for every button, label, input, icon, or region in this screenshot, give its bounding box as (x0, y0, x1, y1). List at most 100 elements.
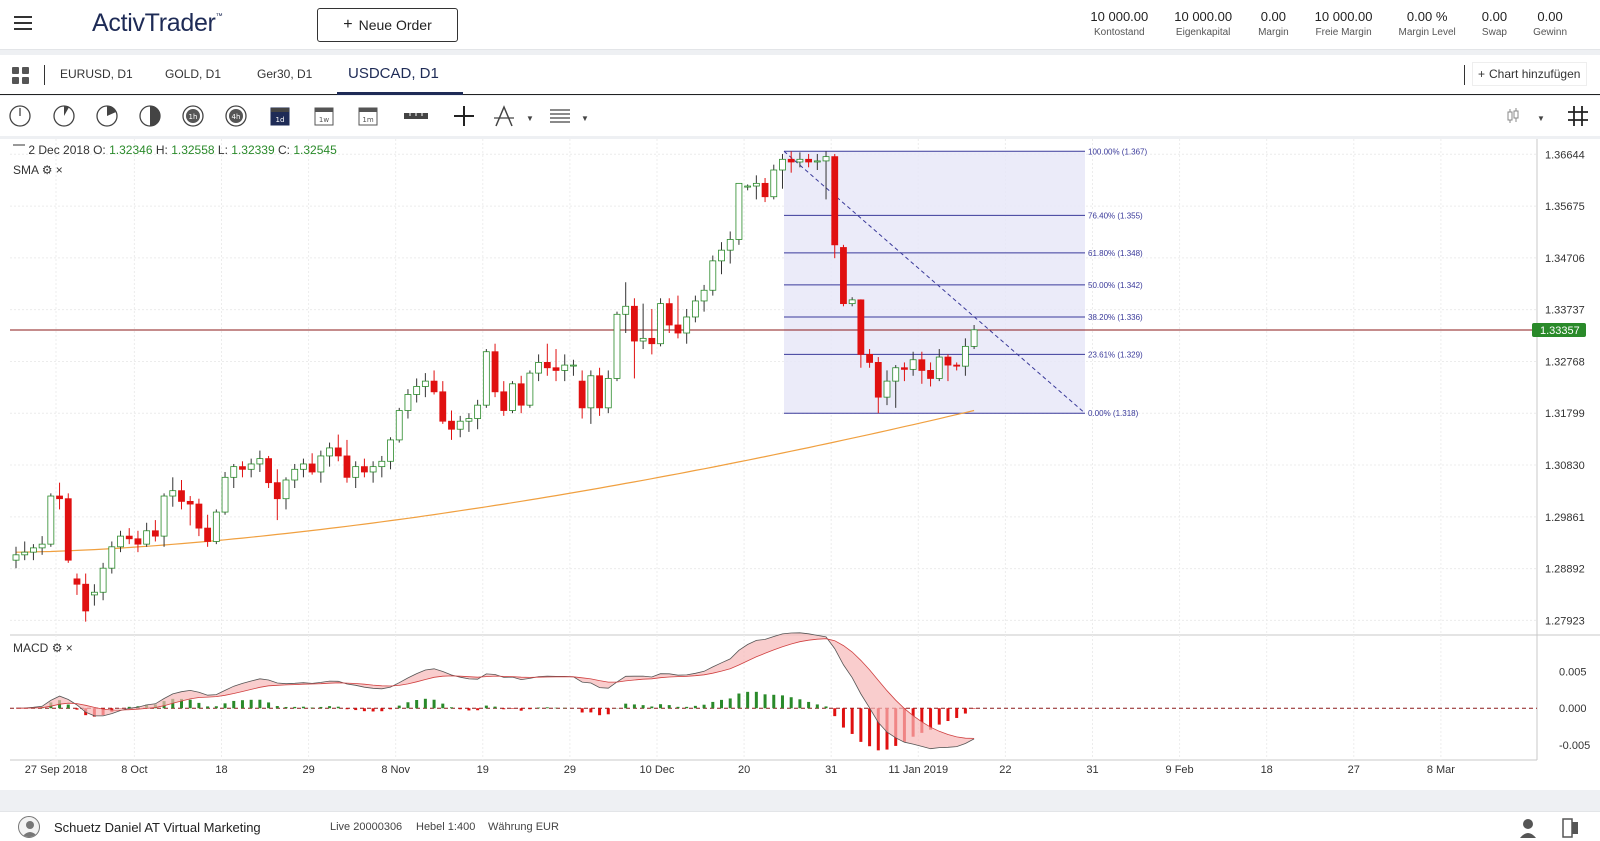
time-tick-label: 29 (564, 764, 576, 776)
ohlc-open-label: O: (93, 143, 106, 157)
chevron-down-icon[interactable]: ▼ (526, 114, 534, 123)
candle (186, 496, 194, 526)
candle (744, 184, 752, 191)
candle (64, 493, 72, 563)
candle (195, 498, 203, 537)
stat-kontostand: 10 000.00 Kontostand (1090, 9, 1149, 38)
candle-body (21, 551, 29, 556)
candle (822, 151, 830, 200)
candle (770, 164, 778, 200)
candle-body (230, 466, 238, 478)
timeframe-4h-icon[interactable]: 4h (224, 104, 248, 128)
candle-body (848, 299, 856, 305)
candle (874, 357, 882, 414)
candle-body (779, 158, 786, 171)
clock-icon[interactable] (8, 104, 32, 128)
layout-grid-icon[interactable] (12, 67, 29, 84)
candle-body (535, 362, 542, 374)
price-chart[interactable]: 1.36644 1.35675 1.34706 1.33737 1.32768 1.317… (0, 139, 1600, 790)
close-icon[interactable]: × (65, 641, 73, 655)
candle (718, 242, 725, 275)
candle-body (648, 337, 656, 345)
candle (892, 365, 900, 408)
chevron-down-icon[interactable]: ▼ (581, 114, 589, 123)
candle (21, 541, 29, 561)
price-tick-label: 1.28892 (1545, 564, 1585, 576)
candle-body (909, 359, 917, 370)
candle (404, 389, 412, 419)
candle-type-icon[interactable] (1504, 104, 1522, 128)
grid-icon[interactable] (1566, 104, 1590, 128)
menu-icon[interactable] (14, 16, 32, 30)
tab-gold[interactable]: GOLD, D1 (165, 67, 222, 81)
candle (38, 536, 46, 555)
close-icon[interactable]: × (55, 163, 63, 177)
status-bar: Schuetz Daniel AT Virtual Marketing Live… (0, 811, 1600, 841)
stat-gewinn: 0.00 Gewinn (1533, 9, 1567, 38)
candle-body (12, 554, 20, 561)
calendar-1m-icon[interactable]: 1m (356, 104, 380, 128)
ohlc-marker: ⎺ (13, 143, 26, 157)
svg-text:1h: 1h (189, 113, 198, 121)
tab-eurusd[interactable]: EURUSD, D1 (60, 67, 133, 81)
candle (805, 153, 813, 168)
chevron-down-icon[interactable]: ▼ (1537, 114, 1545, 123)
avatar[interactable] (18, 816, 40, 838)
candle (927, 362, 934, 387)
drawing-tool-icon[interactable] (492, 104, 516, 128)
add-chart-button[interactable]: + Chart hinzufügen (1472, 62, 1587, 86)
candle (866, 349, 873, 368)
support-agent-icon[interactable] (1517, 817, 1539, 839)
settings-icon[interactable]: ⚙ (51, 641, 63, 655)
candle (212, 509, 220, 545)
tab-ger30[interactable]: Ger30, D1 (257, 67, 313, 81)
fibonacci-level-label: 61.80% (1.348) (1088, 249, 1143, 258)
candle-body (64, 498, 72, 561)
crosshair-icon[interactable] (452, 104, 476, 128)
candle (273, 469, 281, 521)
price-tick-label: 1.36644 (1545, 149, 1585, 161)
calendar-1w-icon[interactable]: 1w (312, 104, 336, 128)
chart-area[interactable]: 1.36644 1.35675 1.34706 1.33737 1.32768 1.317… (0, 139, 1600, 790)
candle-body (927, 370, 934, 379)
candle-body (883, 380, 891, 398)
candle (448, 410, 455, 440)
logout-icon[interactable] (1560, 817, 1582, 839)
timeframe-30-icon[interactable] (95, 104, 119, 128)
candle-body (317, 455, 325, 473)
price-tick-label: 1.29861 (1545, 512, 1585, 524)
candle-body (761, 182, 769, 198)
candle-body (665, 303, 673, 326)
stat-swap: 0.00 Swap (1481, 9, 1508, 38)
candle-body (82, 583, 90, 612)
timeframe-half-icon[interactable] (138, 104, 162, 128)
candle-body (674, 324, 682, 334)
candle-body (160, 495, 168, 537)
account-number: Live 20000306 (330, 821, 403, 833)
candle-body (421, 380, 429, 387)
candle (683, 308, 691, 344)
new-order-button[interactable]: + Neue Order (317, 8, 458, 42)
macd-tick-label: 0.005 (1559, 667, 1587, 679)
ruler-icon[interactable] (402, 104, 430, 128)
candle (56, 482, 63, 510)
tab-usdcad[interactable]: USDCAD, D1 (348, 65, 439, 82)
fibonacci-level-label: 76.40% (1.355) (1088, 211, 1143, 220)
candle-body (822, 156, 830, 162)
candle-body (726, 239, 734, 251)
settings-icon[interactable]: ⚙ (41, 163, 53, 177)
candle (639, 303, 647, 350)
timeframe-1h-icon[interactable]: 1h (181, 104, 205, 128)
calendar-1d-icon[interactable]: 1d (268, 104, 292, 128)
divider (44, 65, 45, 85)
candle-body (787, 158, 795, 163)
candle-body (752, 182, 760, 187)
candle-body (892, 367, 900, 382)
ohlc-date: 2 Dec 2018 (28, 143, 90, 157)
candle-body (169, 490, 177, 497)
candle (308, 453, 316, 475)
candle (90, 584, 98, 606)
fibonacci-lines-icon[interactable] (548, 104, 572, 128)
candle-body (935, 356, 943, 379)
timeframe-15-icon[interactable] (52, 104, 76, 128)
